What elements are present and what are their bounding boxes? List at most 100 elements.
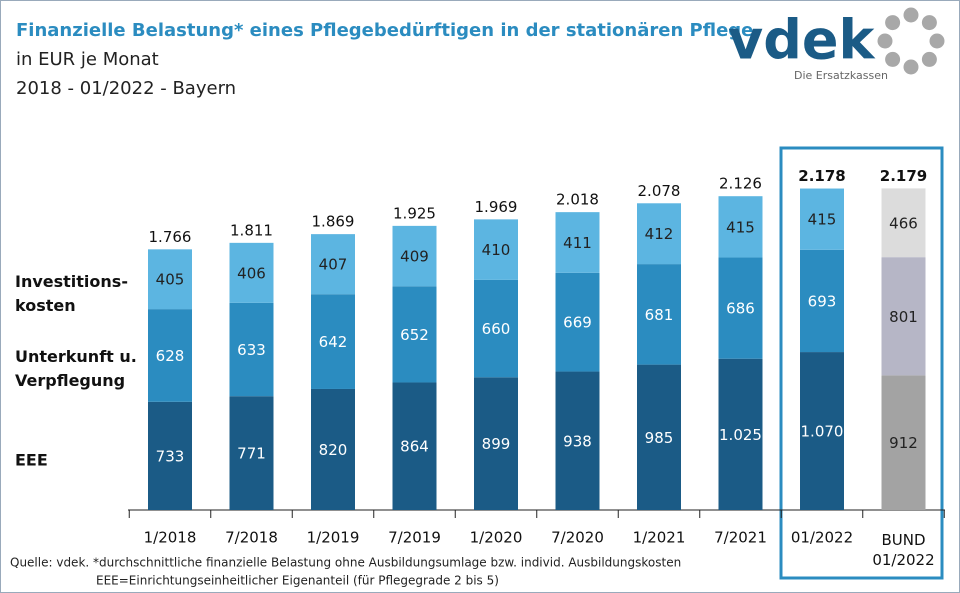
total-label: 1.766 [149,228,192,246]
logo-text: vdek [728,9,875,72]
bar-segment [718,257,763,359]
x-tick-label: 7/2020 [551,529,604,547]
chart-title: Finanzielle Belastung* eines Pflegebedür… [16,20,753,41]
chart-period: 2018 - 01/2022 - Bayern [16,78,236,99]
logo-dot [885,51,901,67]
total-label: 1.969 [475,198,518,216]
total-label: 1.811 [230,221,273,239]
bar-segment [148,309,192,402]
value-label: 633 [237,341,266,359]
value-label: 652 [400,326,429,344]
logo-dot [929,33,945,49]
value-label: 1.025 [719,426,762,444]
x-tick-label: 1/2019 [307,529,360,547]
total-label: 1.925 [393,204,436,222]
value-label: 820 [319,441,348,459]
value-label: 693 [808,292,837,310]
note: EEE=Einrichtungseinheitlicher Eigenantei… [96,574,499,588]
series-label: EEE [15,451,48,470]
value-label: 410 [482,241,511,259]
series-label: Investitions-kosten [15,272,128,315]
logo-dot [903,7,919,23]
value-label: 660 [482,320,511,338]
bar-segment [311,294,355,389]
x-tick-label: BUND 01/2022 [872,531,934,569]
bar-segment [555,272,600,372]
bar-segment [392,382,437,510]
value-label: 686 [726,300,755,318]
total-label: 1.869 [312,213,355,231]
value-label: 771 [237,445,266,463]
value-label: 985 [645,429,674,447]
value-label: 1.070 [801,423,844,441]
bar-segment [637,203,681,265]
bar-segment [311,234,355,295]
bar-segment [881,375,926,510]
bar-segment [800,249,844,353]
value-label: 912 [889,434,918,452]
bar-segment [555,212,600,273]
bar-segment [474,377,518,510]
value-label: 628 [156,347,185,365]
bar-segment [229,396,274,510]
value-label: 405 [156,271,185,289]
x-tick-label: 7/2019 [388,529,441,547]
bar-segment [392,286,437,383]
value-label: 899 [482,435,511,453]
x-tick-label: 01/2022 [791,529,853,547]
value-label: 415 [808,211,837,229]
bar-segment [718,358,763,510]
value-label: 681 [645,306,674,324]
logo-dot [903,59,919,75]
value-label: 642 [319,333,348,351]
bar-segment [881,257,926,376]
bar-segment [800,188,844,250]
total-label: 2.179 [880,167,927,185]
chart-subtitle: in EUR je Monat [16,49,159,70]
bar-segment [637,364,681,510]
bar-segment [718,196,763,258]
x-tick-label: 1/2018 [144,529,197,547]
bar-segment [800,352,844,510]
bar-segment [229,302,274,397]
value-label: 412 [645,225,674,243]
value-label: 733 [156,447,185,465]
bar-segment [474,279,518,378]
bar-segment [311,388,355,510]
value-label: 406 [237,264,266,282]
bar-segment [555,371,600,510]
logo-dot [877,33,893,49]
value-label: 415 [726,218,755,236]
x-tick-label: 7/2018 [225,529,278,547]
value-label: 864 [400,438,429,456]
value-label: 669 [563,314,592,332]
value-label: 938 [563,432,592,450]
logo-dot [921,51,937,67]
bar-segment [474,219,518,280]
bar-segment [148,401,192,510]
value-label: 407 [319,256,348,274]
value-label: 801 [889,308,918,326]
logo-dot [921,15,937,31]
total-label: 2.018 [556,191,599,209]
value-label: 409 [400,248,429,266]
logo-ring [877,7,945,75]
bar-segment [881,188,926,258]
highlight-box [779,146,944,580]
bar-segment [229,242,274,303]
logo-tagline: Die Ersatzkassen [794,69,888,82]
bar-segment [392,225,437,287]
total-label: 2.126 [719,175,762,193]
bar-segment [148,249,192,310]
x-tick-label: 1/2021 [633,529,686,547]
total-label: 2.178 [798,167,845,185]
x-tick-label: 1/2020 [470,529,523,547]
bar-segment [637,264,681,365]
series-label: Unterkunft u. Verpflegung [15,347,137,390]
logo-dot [885,15,901,31]
note: Quelle: vdek. *durchschnittliche finanzi… [10,556,681,570]
total-label: 2.078 [638,182,681,200]
x-tick-label: 7/2021 [714,529,767,547]
value-label: 411 [563,234,592,252]
